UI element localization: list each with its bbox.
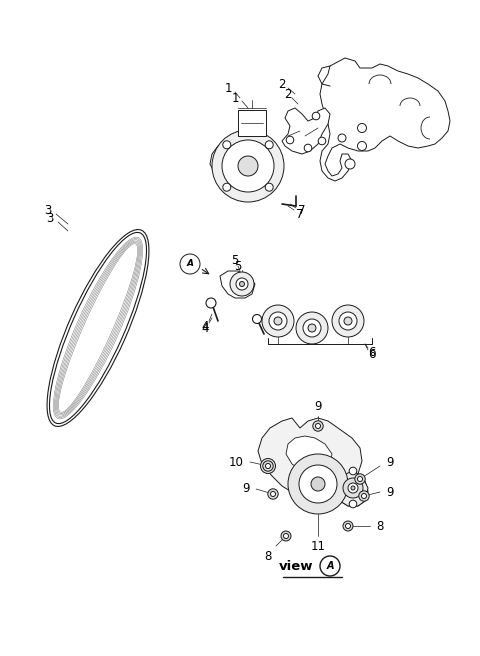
Circle shape — [263, 461, 273, 471]
Text: 7: 7 — [298, 205, 306, 218]
Circle shape — [318, 137, 326, 145]
Text: 8: 8 — [376, 520, 384, 533]
Circle shape — [351, 486, 355, 490]
Circle shape — [320, 556, 340, 576]
Circle shape — [343, 521, 353, 531]
Circle shape — [359, 491, 369, 501]
Text: 5: 5 — [231, 255, 239, 268]
Circle shape — [271, 491, 276, 497]
Text: 6: 6 — [368, 346, 376, 358]
Text: 9: 9 — [314, 400, 322, 413]
Text: 10: 10 — [228, 455, 243, 468]
Bar — [238, 110, 266, 136]
Circle shape — [222, 140, 274, 192]
Circle shape — [311, 477, 325, 491]
Circle shape — [358, 142, 367, 150]
Circle shape — [180, 254, 200, 274]
Text: 1: 1 — [231, 91, 239, 104]
Polygon shape — [286, 436, 332, 474]
Polygon shape — [210, 138, 278, 194]
Circle shape — [344, 317, 352, 325]
Text: 2: 2 — [278, 77, 286, 91]
Circle shape — [296, 312, 328, 344]
Polygon shape — [338, 471, 368, 506]
Circle shape — [358, 476, 362, 482]
Text: 3: 3 — [44, 205, 52, 218]
Polygon shape — [282, 108, 330, 154]
Circle shape — [265, 183, 273, 191]
Circle shape — [346, 523, 350, 529]
Circle shape — [312, 112, 320, 120]
Text: 9: 9 — [242, 483, 250, 495]
Polygon shape — [220, 271, 255, 298]
Circle shape — [332, 305, 364, 337]
Circle shape — [286, 136, 294, 144]
Circle shape — [223, 183, 231, 191]
Circle shape — [343, 478, 363, 498]
Text: A: A — [187, 260, 193, 268]
Circle shape — [261, 459, 276, 474]
Text: 11: 11 — [311, 539, 325, 552]
Circle shape — [268, 489, 278, 499]
Circle shape — [252, 314, 262, 323]
Text: 6: 6 — [368, 348, 376, 361]
Circle shape — [308, 324, 316, 332]
Circle shape — [315, 424, 321, 428]
Circle shape — [358, 123, 367, 133]
Text: 4: 4 — [201, 319, 209, 333]
Circle shape — [206, 298, 216, 308]
Circle shape — [236, 278, 248, 290]
Circle shape — [349, 500, 357, 508]
Circle shape — [303, 319, 321, 337]
Circle shape — [313, 420, 323, 431]
Circle shape — [361, 493, 367, 499]
Circle shape — [299, 465, 337, 503]
Circle shape — [265, 141, 273, 149]
Text: 7: 7 — [296, 207, 304, 220]
Text: A: A — [326, 561, 334, 571]
Circle shape — [349, 467, 357, 475]
Circle shape — [281, 531, 291, 541]
Text: 1: 1 — [224, 81, 232, 94]
Text: 9: 9 — [386, 485, 394, 499]
Text: 3: 3 — [46, 211, 54, 224]
Circle shape — [240, 281, 244, 287]
Text: 5: 5 — [234, 260, 242, 272]
Text: 2: 2 — [284, 87, 292, 100]
Circle shape — [304, 144, 312, 152]
Circle shape — [284, 533, 288, 539]
Polygon shape — [258, 418, 368, 506]
Circle shape — [265, 464, 271, 468]
Circle shape — [339, 312, 357, 330]
Circle shape — [262, 305, 294, 337]
Circle shape — [348, 483, 358, 493]
Circle shape — [338, 134, 346, 142]
Text: view: view — [279, 560, 313, 573]
Circle shape — [355, 474, 365, 484]
Circle shape — [345, 159, 355, 169]
Text: 8: 8 — [264, 550, 272, 562]
Circle shape — [230, 272, 254, 296]
Circle shape — [223, 141, 231, 149]
Circle shape — [238, 156, 258, 176]
Circle shape — [274, 317, 282, 325]
Circle shape — [212, 130, 284, 202]
Text: 4: 4 — [201, 321, 209, 335]
Text: 9: 9 — [386, 455, 394, 468]
Polygon shape — [320, 58, 450, 181]
Circle shape — [288, 454, 348, 514]
Circle shape — [269, 312, 287, 330]
